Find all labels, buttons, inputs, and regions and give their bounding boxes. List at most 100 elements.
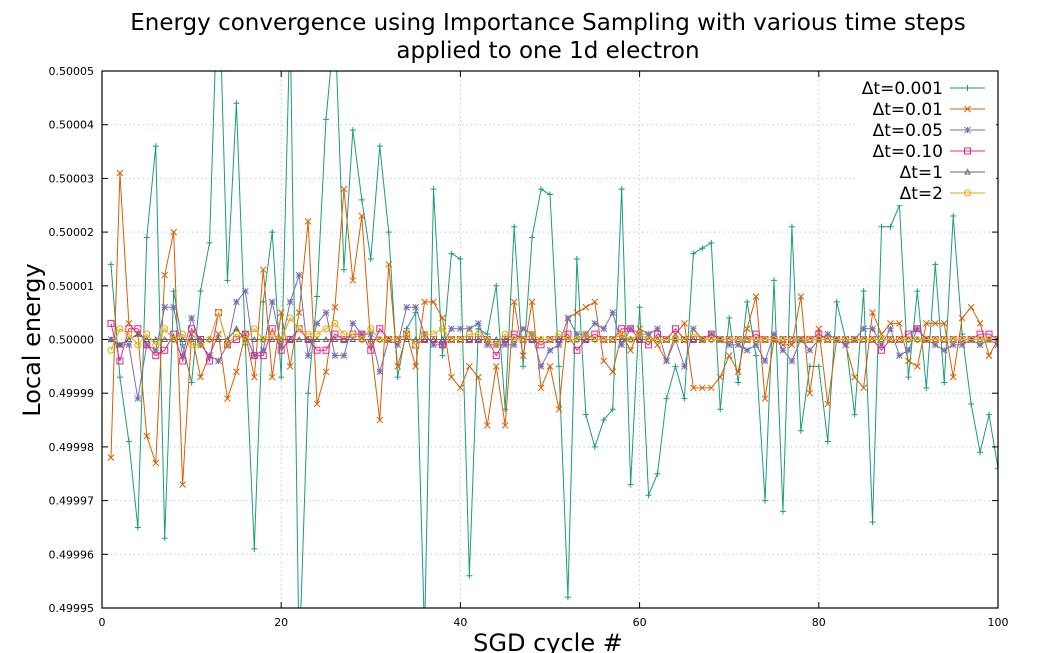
data-point xyxy=(788,336,796,343)
data-point xyxy=(340,352,348,359)
data-point xyxy=(761,336,769,343)
data-point xyxy=(654,470,661,477)
data-point xyxy=(349,127,356,134)
data-point xyxy=(501,422,509,429)
data-point xyxy=(690,335,697,342)
data-point xyxy=(448,250,455,257)
data-point xyxy=(403,335,410,342)
data-point xyxy=(465,330,473,338)
data-point xyxy=(134,395,142,402)
data-point xyxy=(519,336,527,343)
legend-label: Δt=1 xyxy=(900,163,943,183)
data-point xyxy=(949,341,957,349)
data-point xyxy=(940,346,948,354)
data-point xyxy=(986,411,993,418)
data-point xyxy=(654,341,661,349)
data-point xyxy=(681,320,688,327)
data-point xyxy=(304,218,312,225)
data-point xyxy=(529,234,536,241)
data-point xyxy=(690,250,697,257)
data-point xyxy=(278,374,285,381)
data-point xyxy=(547,191,553,198)
data-point xyxy=(591,443,598,450)
data-point xyxy=(869,336,877,343)
data-point xyxy=(690,384,697,392)
data-point xyxy=(170,303,178,311)
data-point xyxy=(896,320,903,327)
data-point xyxy=(260,298,267,305)
data-point xyxy=(914,362,921,370)
data-point xyxy=(734,336,742,343)
data-point xyxy=(815,363,822,370)
data-point xyxy=(286,335,294,342)
data-point xyxy=(501,335,509,342)
data-point xyxy=(761,357,769,365)
data-point xyxy=(447,336,455,343)
data-point xyxy=(976,320,984,327)
data-point xyxy=(922,320,930,327)
data-point xyxy=(340,185,348,193)
data-point xyxy=(125,330,133,338)
data-point xyxy=(860,288,867,295)
y-tick-label: 0.50001 xyxy=(49,280,95,293)
data-point xyxy=(528,298,536,306)
data-point xyxy=(483,341,491,349)
data-point xyxy=(878,223,885,230)
data-point xyxy=(842,341,850,349)
data-point xyxy=(699,245,706,252)
data-point xyxy=(232,330,240,338)
data-point xyxy=(591,298,599,306)
data-point xyxy=(224,277,231,284)
data-point xyxy=(304,330,312,338)
data-point xyxy=(725,336,733,343)
data-point xyxy=(726,315,733,322)
data-point xyxy=(797,427,804,434)
data-point xyxy=(215,330,222,338)
data-point xyxy=(215,357,222,365)
data-point xyxy=(752,336,760,343)
y-tick-label: 0.49998 xyxy=(49,441,95,454)
data-point xyxy=(824,336,832,343)
data-point xyxy=(582,411,589,418)
data-point xyxy=(242,287,249,295)
data-point xyxy=(107,335,115,342)
data-point xyxy=(582,335,590,342)
data-point xyxy=(967,303,975,311)
data-point xyxy=(680,336,688,343)
data-point xyxy=(179,481,186,488)
data-point xyxy=(367,346,375,354)
data-point xyxy=(627,325,635,333)
legend-entry: Δt=0.10 xyxy=(873,142,985,162)
data-point xyxy=(573,336,581,343)
data-point xyxy=(958,341,966,349)
data-point xyxy=(681,395,688,402)
data-point xyxy=(134,330,142,337)
data-point xyxy=(582,303,590,311)
data-point xyxy=(466,572,473,579)
data-point xyxy=(286,314,294,322)
series-6 xyxy=(107,309,998,354)
data-point xyxy=(331,335,339,342)
y-tick-label: 0.50000 xyxy=(49,334,95,347)
data-point xyxy=(744,298,751,305)
data-point xyxy=(367,325,375,333)
data-point xyxy=(403,330,411,338)
data-point xyxy=(886,336,894,343)
data-point xyxy=(940,320,948,327)
chart-subtitle: applied to one 1d electron xyxy=(396,38,699,64)
data-point xyxy=(914,288,921,295)
data-point xyxy=(474,330,482,338)
data-point xyxy=(788,357,796,365)
y-tick-label: 0.50004 xyxy=(49,119,95,132)
data-point xyxy=(376,416,384,424)
chart-title: Energy convergence using Importance Samp… xyxy=(130,10,966,36)
legend-background xyxy=(858,75,996,205)
data-point xyxy=(743,336,751,343)
data-point xyxy=(430,330,438,338)
data-point xyxy=(842,336,850,343)
data-point xyxy=(537,384,545,392)
data-point xyxy=(259,346,267,354)
data-point xyxy=(573,255,580,262)
data-point xyxy=(376,325,384,333)
